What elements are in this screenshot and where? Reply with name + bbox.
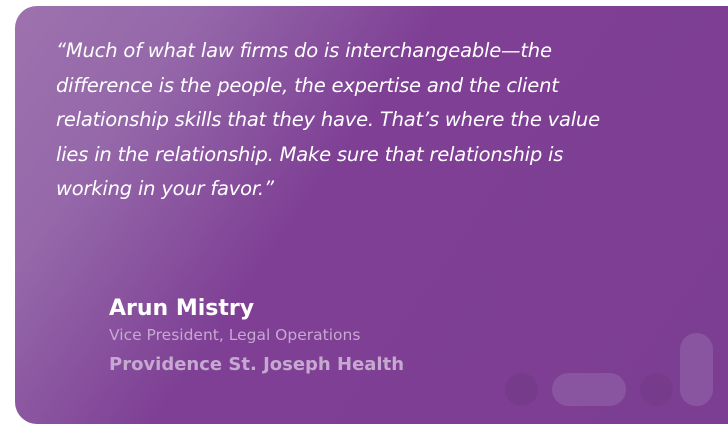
- author-organization: Providence St. Joseph Health: [109, 354, 405, 375]
- testimonial-quote: “Much of what law firms do is interchang…: [56, 39, 600, 200]
- author-title: Vice President, Legal Operations: [109, 326, 361, 344]
- decorative-circle: [505, 373, 538, 406]
- testimonial-card: “Much of what law firms do is interchang…: [15, 6, 728, 424]
- decorative-vertical-pill: [680, 333, 713, 406]
- decorative-pill: [552, 373, 626, 406]
- author-name: Arun Mistry: [109, 296, 255, 321]
- decorative-circle: [640, 373, 673, 406]
